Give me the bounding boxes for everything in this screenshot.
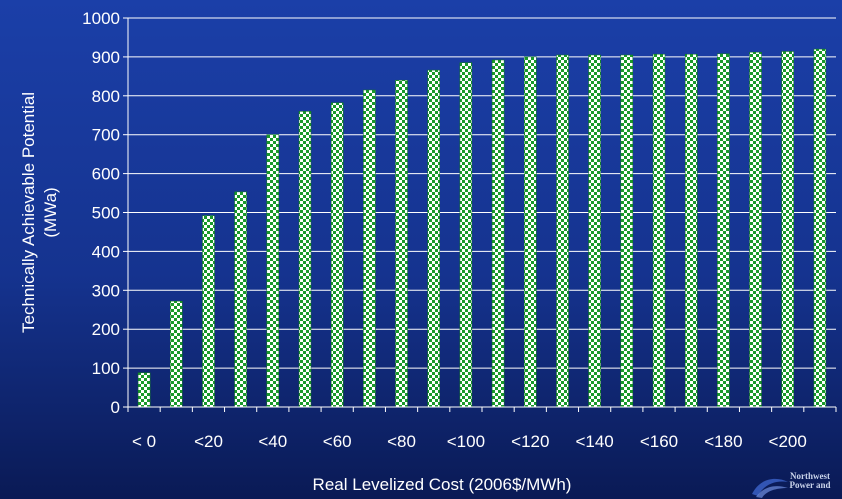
x-tick-label: <120	[511, 432, 549, 451]
y-axis-label-line: Technically Achievable Potential	[19, 92, 38, 333]
y-tick-label: 300	[92, 281, 120, 300]
x-axis-label: Real Levelized Cost (2006$/MWh)	[313, 475, 572, 494]
bar	[137, 372, 151, 408]
axes	[123, 17, 837, 412]
bar	[717, 53, 730, 408]
bar	[266, 134, 280, 408]
bar	[395, 79, 408, 408]
bar	[620, 54, 634, 408]
x-tick-label: < 0	[132, 432, 156, 451]
y-axis-label-line: (MWa)	[41, 187, 60, 237]
x-tick-label: <180	[704, 432, 742, 451]
bar	[524, 56, 537, 408]
y-tick-label: 900	[92, 48, 120, 67]
y-tick-label: 600	[92, 165, 120, 184]
y-tick-label: 100	[92, 359, 120, 378]
bar	[298, 111, 312, 408]
y-axis-label: Technically Achievable Potential (MWa)	[19, 92, 60, 333]
x-tick-label: <100	[447, 432, 485, 451]
bar	[170, 300, 183, 408]
bar	[202, 215, 215, 408]
x-tick-label: <40	[258, 432, 287, 451]
bar	[234, 191, 247, 408]
y-tick-label: 500	[92, 204, 120, 223]
x-tick-labels: < 0 <20 <40 <60 <80 <100 <120 <140 <160 <180 <200	[132, 432, 807, 451]
bar	[556, 54, 569, 408]
bar	[813, 48, 827, 408]
y-tick-label: 0	[111, 398, 120, 417]
bar	[749, 51, 762, 408]
x-tick-label: <60	[323, 432, 352, 451]
y-tick-label: 1000	[82, 9, 120, 28]
y-tick-label: 800	[92, 87, 120, 106]
x-tick-label: <20	[194, 432, 223, 451]
y-tick-label: 700	[92, 126, 120, 145]
y-tick-label: 200	[92, 320, 120, 339]
logo-swoosh-icon	[752, 478, 788, 498]
x-tick-label: <160	[640, 432, 678, 451]
x-tick-label: <200	[769, 432, 807, 451]
bar	[459, 62, 473, 408]
x-tick-label: <80	[387, 432, 416, 451]
bar	[781, 51, 794, 408]
organization-logo: Northwest Power and	[750, 470, 840, 499]
bars	[137, 48, 827, 408]
y-tick-label: 400	[92, 242, 120, 261]
bar	[491, 59, 505, 408]
logo-line-1: Northwest	[790, 471, 830, 481]
bar	[427, 69, 440, 408]
x-tick-label: <140	[575, 432, 613, 451]
bar	[363, 89, 376, 408]
bar	[588, 54, 601, 408]
logo-line-2: Power and	[789, 480, 831, 490]
y-tick-labels: 0 100 200 300 400 500 600 700 800 900 1000	[82, 9, 120, 417]
bar	[330, 102, 344, 408]
logo-text: Northwest Power and	[780, 472, 840, 490]
gridlines	[128, 17, 836, 369]
bar	[652, 53, 666, 408]
bar	[684, 53, 698, 408]
